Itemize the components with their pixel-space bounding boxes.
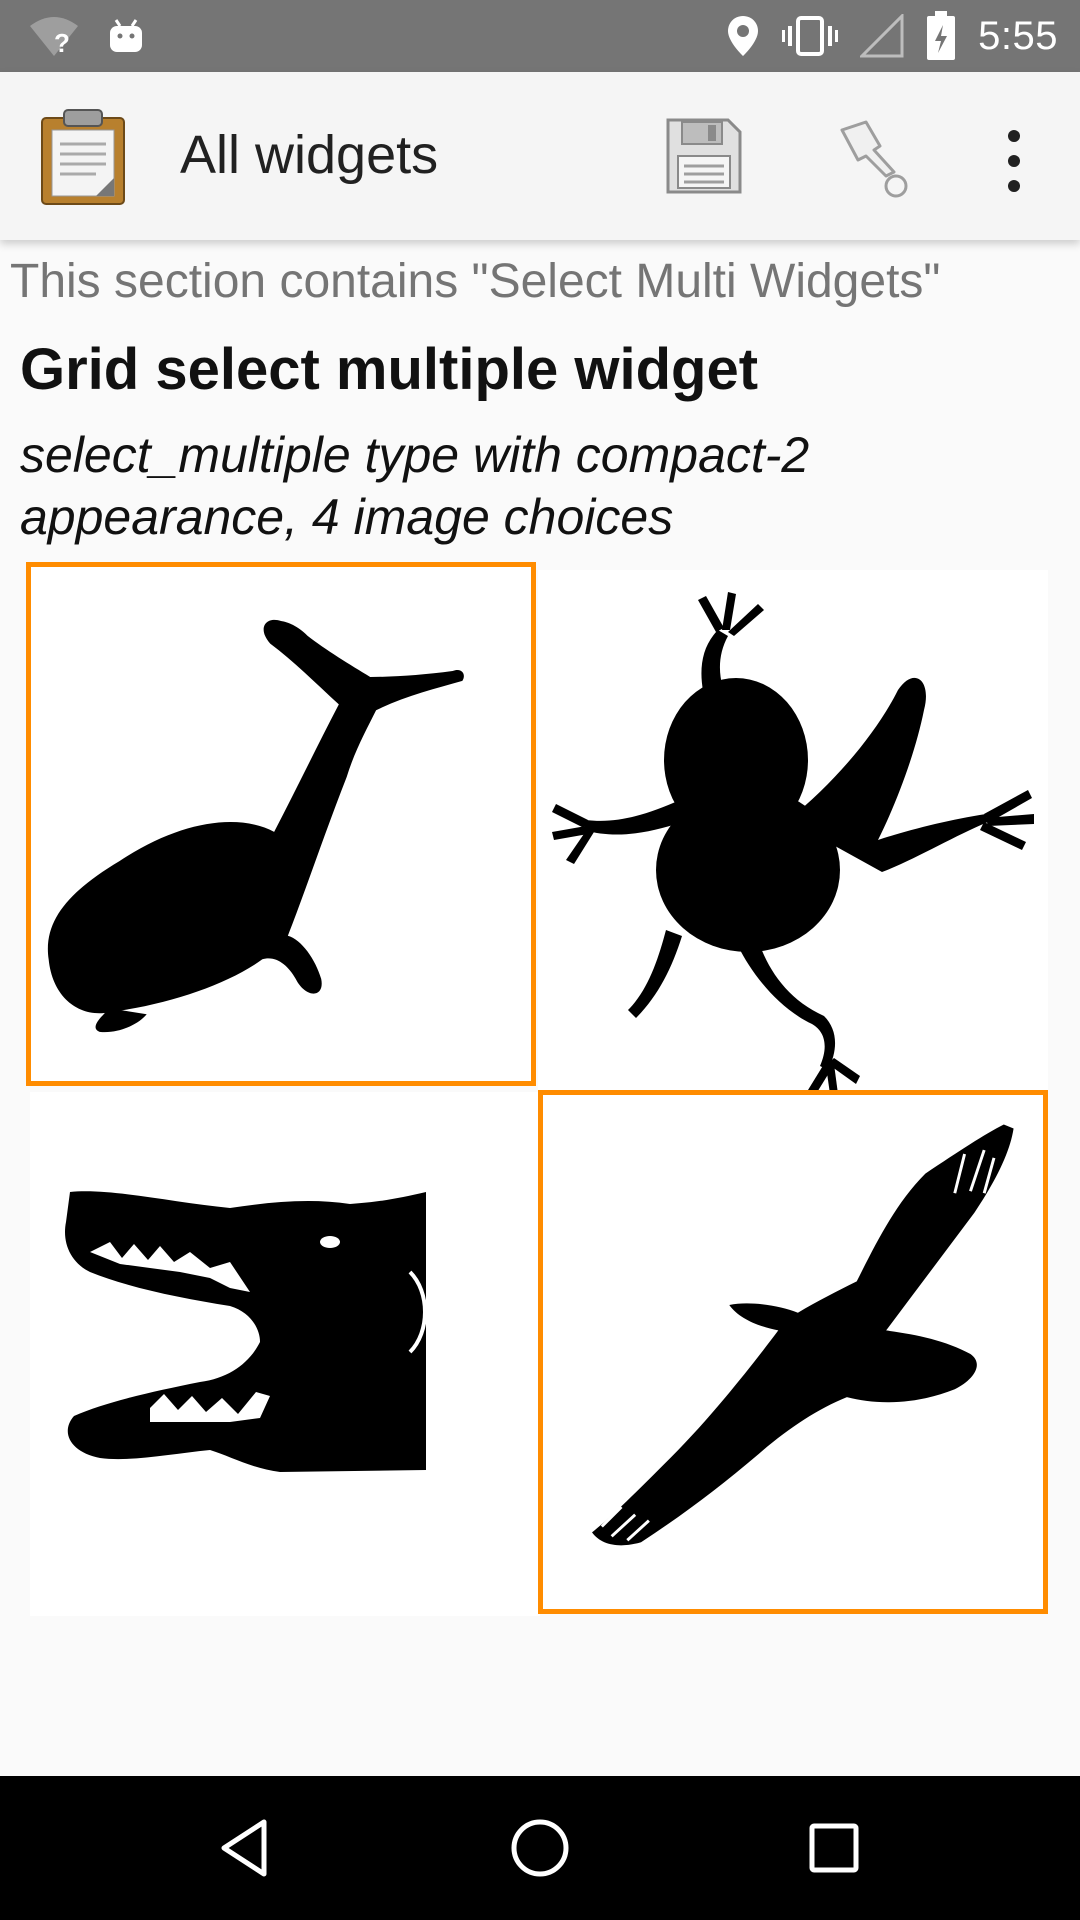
frog-icon: [552, 592, 1034, 1094]
location-icon: [726, 14, 760, 58]
clock: 5:55: [978, 13, 1058, 58]
choice-whale[interactable]: [26, 562, 536, 1086]
recents-icon[interactable]: [798, 1812, 870, 1884]
android-icon: [106, 16, 146, 56]
vibrate-icon: [782, 16, 839, 56]
choice-eagle[interactable]: [538, 1090, 1048, 1614]
wifi-unknown-icon: ?: [28, 14, 80, 58]
home-icon[interactable]: [504, 1812, 576, 1884]
save-icon[interactable]: [664, 116, 744, 196]
eagle-icon: [592, 1124, 1014, 1546]
choice-frog[interactable]: [538, 570, 1048, 1094]
section-header: This section contains "Select Multi Widg…: [10, 255, 941, 308]
clipboard-icon: [40, 106, 126, 206]
app-title: All widgets: [180, 125, 439, 185]
no-signal-icon: [860, 14, 904, 58]
more-vert-icon[interactable]: [984, 126, 1044, 196]
back-icon[interactable]: [210, 1812, 282, 1884]
app-bar: All widgets: [0, 72, 1080, 240]
crocodile-icon: [65, 1191, 427, 1472]
whale-icon: [47, 619, 464, 1033]
question-hint: select_multiple type with compact-2 appe…: [20, 427, 810, 545]
choice-crocodile[interactable]: [30, 1092, 540, 1616]
question-title: Grid select multiple widget: [20, 337, 759, 402]
go-to-prompt-icon[interactable]: [836, 116, 922, 202]
status-bar: ?: [0, 0, 1080, 72]
wifi-badge: ?: [54, 28, 70, 58]
navigation-bar: [0, 1776, 1080, 1920]
battery-charging-icon: [926, 11, 956, 61]
